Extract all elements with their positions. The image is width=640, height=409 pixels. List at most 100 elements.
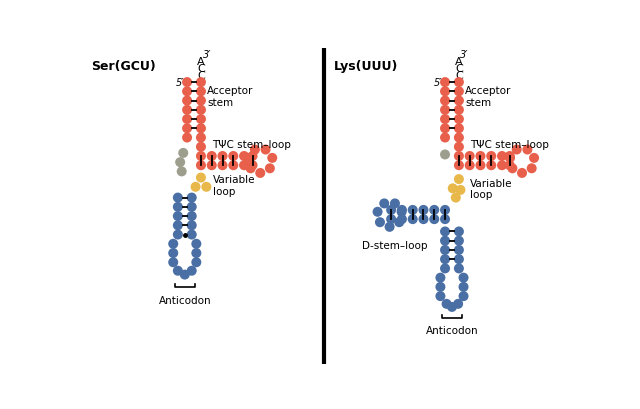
Circle shape	[168, 239, 178, 249]
Circle shape	[191, 248, 202, 258]
Circle shape	[248, 152, 257, 162]
Text: C: C	[197, 71, 205, 81]
Circle shape	[454, 78, 464, 88]
Circle shape	[454, 87, 464, 97]
Circle shape	[196, 78, 206, 88]
Circle shape	[486, 152, 496, 162]
Text: 3′: 3′	[202, 50, 211, 60]
Circle shape	[512, 145, 522, 155]
Circle shape	[454, 152, 464, 162]
Circle shape	[522, 145, 532, 155]
Circle shape	[497, 161, 507, 171]
Circle shape	[207, 152, 217, 162]
Circle shape	[440, 78, 450, 88]
Text: A: A	[197, 57, 205, 67]
Text: Anticodon: Anticodon	[159, 295, 211, 305]
Circle shape	[196, 133, 206, 143]
Circle shape	[187, 193, 196, 203]
Circle shape	[440, 227, 450, 237]
Circle shape	[440, 87, 450, 97]
Circle shape	[239, 152, 249, 162]
Circle shape	[196, 173, 206, 183]
Circle shape	[375, 218, 385, 228]
Circle shape	[168, 258, 178, 267]
Circle shape	[380, 199, 389, 209]
Circle shape	[451, 193, 461, 203]
Circle shape	[239, 161, 249, 171]
Circle shape	[517, 169, 527, 178]
Circle shape	[408, 215, 418, 225]
Circle shape	[419, 205, 429, 216]
Circle shape	[187, 221, 196, 231]
Circle shape	[505, 161, 515, 171]
Text: 3′: 3′	[460, 50, 469, 60]
Text: A: A	[455, 57, 463, 67]
Circle shape	[440, 264, 450, 274]
Circle shape	[196, 87, 206, 97]
Circle shape	[372, 207, 383, 217]
Text: D-stem–loop: D-stem–loop	[362, 240, 428, 250]
Circle shape	[196, 106, 206, 115]
Circle shape	[435, 273, 445, 283]
Text: TΨC stem–loop: TΨC stem–loop	[212, 140, 291, 150]
Circle shape	[248, 161, 257, 171]
Circle shape	[458, 292, 468, 301]
Circle shape	[453, 299, 463, 309]
Text: Lys(UUU): Lys(UUU)	[334, 59, 399, 72]
Circle shape	[397, 205, 407, 216]
Circle shape	[429, 215, 439, 225]
Circle shape	[454, 133, 464, 143]
Circle shape	[228, 152, 238, 162]
Circle shape	[440, 115, 450, 125]
Circle shape	[454, 245, 464, 255]
Circle shape	[440, 96, 450, 106]
Circle shape	[440, 245, 450, 255]
Circle shape	[173, 230, 183, 240]
Circle shape	[527, 164, 537, 174]
Text: C: C	[455, 64, 463, 74]
Circle shape	[218, 152, 227, 162]
Circle shape	[177, 167, 187, 177]
Text: C: C	[455, 71, 463, 81]
Circle shape	[207, 161, 217, 171]
Circle shape	[228, 161, 238, 171]
Circle shape	[168, 248, 178, 258]
Circle shape	[505, 153, 515, 164]
Circle shape	[268, 153, 277, 164]
Circle shape	[465, 161, 475, 171]
Circle shape	[440, 124, 450, 134]
Circle shape	[408, 205, 418, 216]
Circle shape	[182, 115, 192, 125]
Circle shape	[440, 205, 450, 216]
Circle shape	[454, 142, 464, 153]
Circle shape	[456, 185, 465, 196]
Circle shape	[508, 164, 517, 174]
Circle shape	[435, 282, 445, 292]
Circle shape	[454, 96, 464, 106]
Circle shape	[250, 145, 260, 155]
Text: Acceptor
stem: Acceptor stem	[207, 86, 253, 108]
Circle shape	[196, 115, 206, 125]
Circle shape	[178, 148, 188, 159]
Circle shape	[454, 236, 464, 246]
Circle shape	[440, 254, 450, 265]
Circle shape	[476, 152, 486, 162]
Circle shape	[191, 239, 202, 249]
Text: TΨC stem–loop: TΨC stem–loop	[470, 140, 548, 150]
Circle shape	[454, 264, 464, 274]
Circle shape	[454, 115, 464, 125]
Circle shape	[448, 184, 458, 194]
Circle shape	[173, 211, 183, 222]
Circle shape	[191, 182, 200, 192]
Circle shape	[196, 142, 206, 153]
Circle shape	[182, 124, 192, 134]
Circle shape	[447, 302, 457, 312]
Circle shape	[182, 133, 192, 143]
Circle shape	[385, 222, 395, 232]
Circle shape	[454, 106, 464, 115]
Circle shape	[243, 153, 253, 164]
Circle shape	[454, 161, 464, 171]
Circle shape	[187, 211, 196, 222]
Circle shape	[429, 205, 439, 216]
Circle shape	[458, 282, 468, 292]
